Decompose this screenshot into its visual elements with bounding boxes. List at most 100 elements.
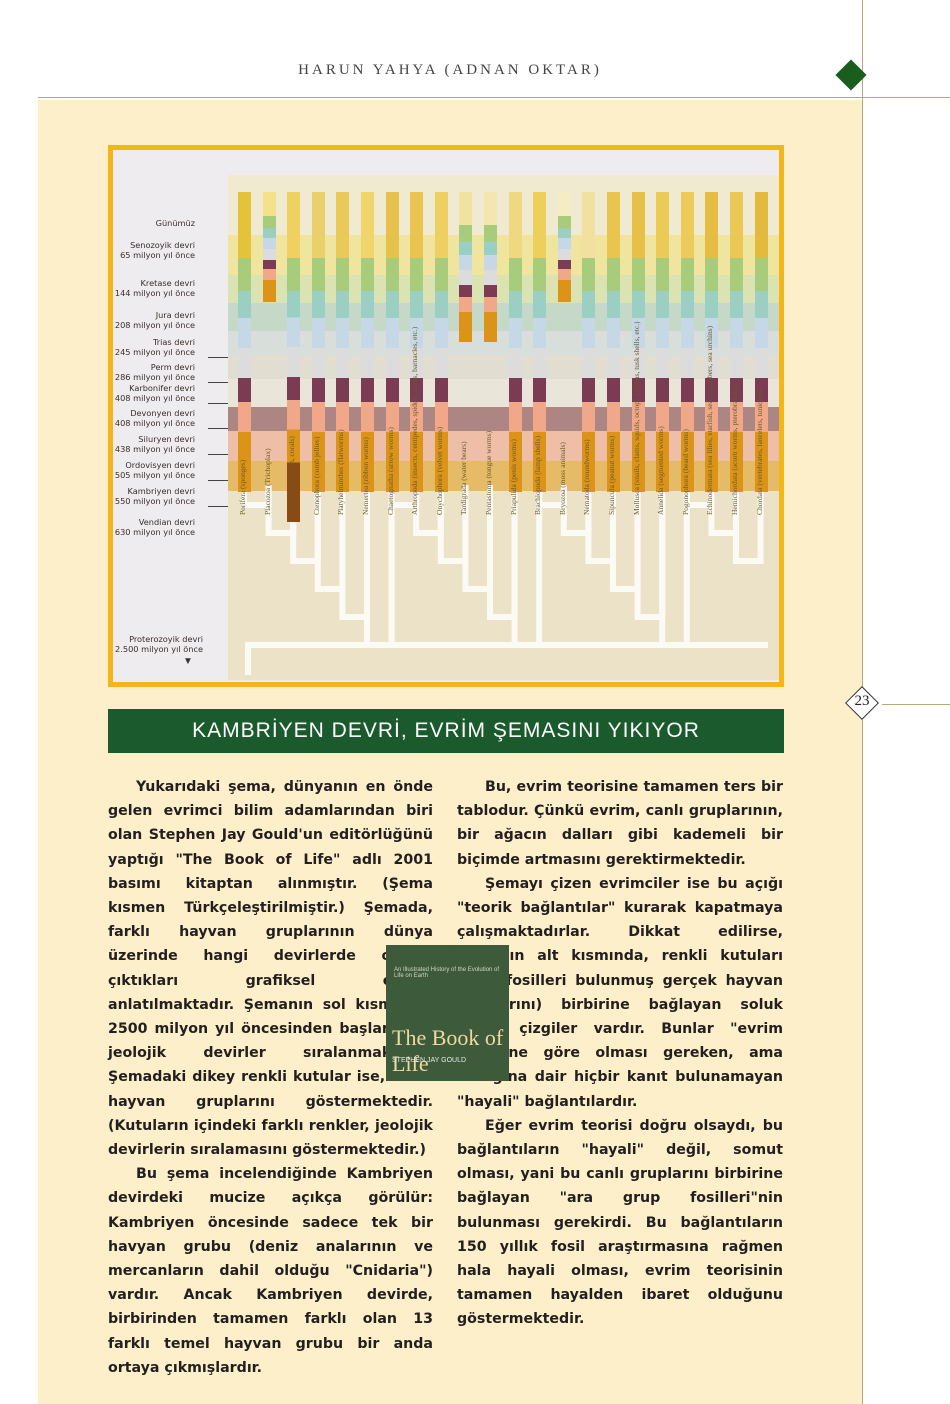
phylum-column: [262, 192, 276, 302]
era-age: 2.500 milyon yıl önce: [115, 644, 203, 654]
phylum-column: [582, 192, 596, 492]
era-age: 438 milyon yıl önce: [114, 444, 195, 454]
phylum-label: Sipuncula (peanut worms): [607, 435, 616, 515]
era-name: Siluryen devri: [138, 434, 195, 444]
era-age: 286 milyon yıl önce: [114, 372, 195, 382]
phylum-column: [484, 192, 497, 342]
era-label: Ordovisyen devri 505 milyon yıl önce: [85, 460, 195, 480]
phylum-column: [533, 192, 547, 492]
book-subtitle: An Illustrated History of the Evolution …: [394, 967, 500, 979]
era-label: Günümüz: [85, 218, 195, 228]
era-name: Trias devri: [152, 337, 195, 347]
phylum-label: Mollusca (snails, clams, squids, octopi,…: [631, 321, 641, 515]
era-age: 65 milyon yıl önce: [120, 250, 195, 260]
phylum-label: Pogonophora (beard worms): [680, 429, 690, 515]
imaginary-links-lines: [241, 485, 768, 675]
phylum-column: [705, 192, 719, 492]
phylum-label: Priapulida (penis worms): [508, 439, 518, 515]
phylum-column: [730, 192, 743, 492]
era-name: Günümüz: [155, 218, 195, 228]
phylum-label: Ctenophora (comb jellies): [311, 436, 321, 515]
era-age: 245 milyon yıl önce: [114, 347, 195, 357]
era-label: Vendian devri 630 milyon yıl önce: [85, 517, 195, 537]
era-age: 408 milyon yıl önce: [114, 418, 195, 428]
era-name: Kambriyen devri: [127, 486, 195, 496]
book-title: The Book of Life: [392, 1025, 504, 1076]
phylum-label: Echinodermata (sea lilies, starfish, sea…: [705, 325, 715, 515]
page-number-rule: [882, 704, 950, 705]
link-line: [245, 642, 768, 675]
era-name: Ordovisyen devri: [125, 460, 195, 470]
phylum-column: [238, 192, 251, 492]
down-arrow-icon: ▼: [183, 656, 193, 667]
phylum-column: [607, 192, 620, 492]
era-age: 630 milyon yıl önce: [114, 527, 195, 537]
phylum-label: Chaetognatha (arrow worms): [385, 427, 395, 515]
phylum-column: [361, 192, 374, 492]
phylum-label: Arthropoda (insects, centipedes, spiders…: [410, 326, 420, 515]
phylum-label: Platyhelminthes (flatworms): [336, 429, 346, 515]
phylum-label: Tardigrada (water bears): [459, 441, 469, 515]
phylum-label: Hemichordata (acorn worms, pterobranchs): [730, 384, 739, 515]
paragraph: Yukarıdaki şema, dünyanın en önde gelen …: [108, 779, 433, 1159]
phylum-column: [656, 192, 670, 492]
era-label: Trias devri 245 milyon yıl önce: [85, 337, 195, 357]
phylum-column: [557, 192, 571, 302]
paragraph: Bu, evrim teorisine tamamen ters bir tab…: [457, 779, 783, 868]
era-label: Jura devri 208 milyon yıl önce: [85, 310, 195, 330]
left-column: Yukarıdaki şema, dünyanın en önde gelen …: [108, 775, 433, 1380]
phylum-column: [410, 192, 424, 492]
paragraph: Bu şema incelendiğinde Kambriyen devirde…: [108, 1166, 433, 1376]
era-age: 550 milyon yıl önce: [114, 496, 195, 506]
link-line: [733, 485, 764, 564]
era-label: Kambriyen devri 550 milyon yıl önce: [85, 486, 195, 506]
phylum-column: [754, 192, 768, 492]
phylum-label: Nematoda (roundworms): [582, 439, 592, 515]
section-title-banner: KAMBRİYEN DEVRİ, EVRİM ŞEMASINI YIKIYOR: [108, 709, 784, 753]
phylum-column: [631, 192, 645, 492]
phylum-label: Placozoa (Trichoplax): [262, 448, 272, 515]
paragraph: Şemayı çizen evrimciler ise bu açığı "te…: [457, 875, 783, 1110]
phylum-column: [385, 192, 399, 492]
phylum-label: Porifera (sponges): [238, 459, 247, 515]
era-name: Kretase devri: [140, 278, 195, 288]
phylum-column: [311, 192, 325, 492]
era-name: Senozoyik devri: [130, 240, 195, 250]
era-name: Karbonifer devri: [129, 383, 195, 393]
era-label: Devonyen devri 408 milyon yıl önce: [85, 408, 195, 428]
header-rule: [38, 97, 950, 98]
era-label: Proterozoyik devri 2.500 milyon yıl önce: [93, 634, 203, 654]
era-label: Perm devri 286 milyon yıl önce: [85, 362, 195, 382]
era-age: 408 milyon yıl önce: [114, 393, 195, 403]
phylum-column: [508, 192, 522, 492]
phylum-label: Onychophora (velvet worms): [434, 426, 444, 515]
book-author: STEPHEN JAY GOULD: [392, 1057, 467, 1064]
page-number-badge: 23: [844, 686, 880, 720]
phylum-column: [434, 192, 448, 492]
era-name: Perm devri: [150, 362, 195, 372]
phylum-column: [459, 192, 473, 342]
phylum-label: Pentastoma (tongue worms): [484, 430, 493, 515]
phylum-column: [680, 192, 694, 492]
phylum-column: [287, 192, 301, 522]
phylum-column: [336, 192, 350, 492]
era-label: Senozoyik devri 65 milyon yıl önce: [85, 240, 195, 260]
era-name: Proterozoyik devri: [129, 634, 203, 644]
era-label: Siluryen devri 438 milyon yıl önce: [85, 434, 195, 454]
phylum-label: Nemertea (ribbon worms): [361, 437, 370, 515]
phylum-label: Cnidaria (jellyfish, corals): [287, 436, 297, 515]
era-name: Jura devri: [155, 310, 195, 320]
phylum-label: Chordata (vertebrates, lancelets, tunica…: [754, 387, 764, 515]
era-age: 144 milyon yıl önce: [114, 288, 195, 298]
era-label: Kretase devri 144 milyon yıl önce: [85, 278, 195, 298]
right-column: Bu, evrim teorisine tamamen ters bir tab…: [457, 775, 783, 1332]
era-age: 505 milyon yıl önce: [114, 470, 195, 480]
paragraph: Eğer evrim teorisi doğru olsaydı, bu bağ…: [457, 1117, 783, 1328]
era-name: Vendian devri: [138, 517, 195, 527]
running-header: HARUN YAHYA (ADNAN OKTAR): [298, 62, 602, 78]
era-label: Karbonifer devri 408 milyon yıl önce: [85, 383, 195, 403]
page-number: 23: [854, 693, 870, 709]
phyla-chart: Porifera (sponges) Placozoa (Trichoplax) C…: [228, 175, 779, 680]
phylum-label: Annelida (segmented worms): [656, 426, 666, 515]
